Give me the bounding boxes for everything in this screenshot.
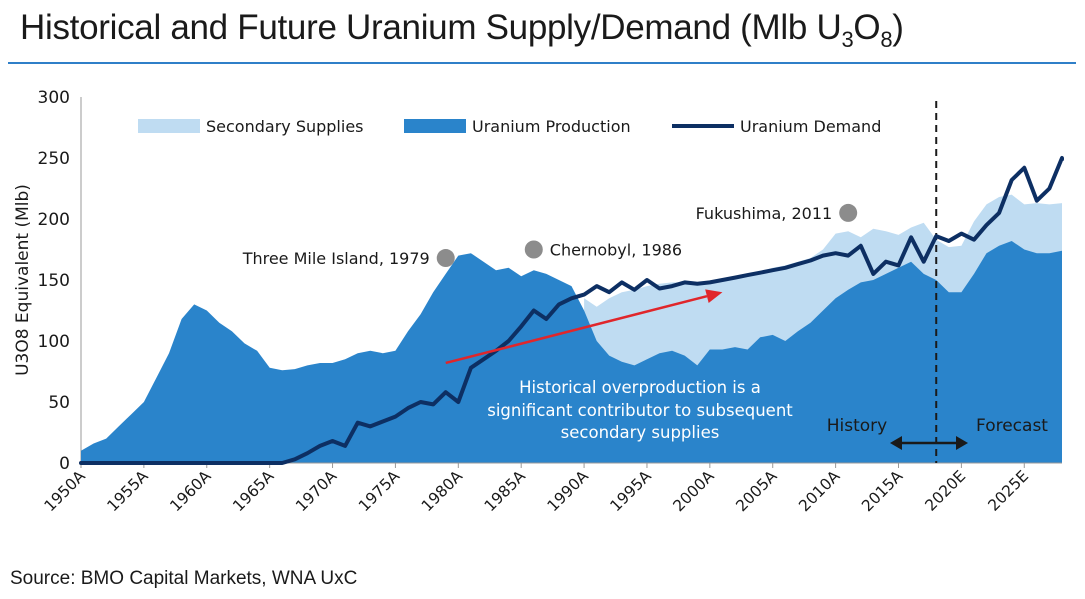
x-tick-label-2025E: 2025E xyxy=(985,467,1033,515)
event-marker-fukushima xyxy=(839,203,858,222)
uranium-production-area xyxy=(81,241,1062,463)
uranium-demand-line xyxy=(79,156,1064,465)
plot-areas xyxy=(81,194,1062,463)
y-tick-label-50: 50 xyxy=(48,393,70,413)
x-ticks: 1950A 1955A 1960A 1965A 1970A 1975A 1980A 1985A… xyxy=(41,463,1032,515)
legend-label-uranium-demand: Uranium Demand xyxy=(740,117,881,136)
x-tick-label-1975A: 1975A xyxy=(355,467,403,515)
forecast-label: Forecast xyxy=(976,416,1048,436)
y-axis: 0 50 100 150 200 250 300 U3O8 Equivalent (Mlb) xyxy=(13,88,82,474)
x-tick-label-1960A: 1960A xyxy=(166,467,214,515)
uranium-chart: 0 50 100 150 200 250 300 U3O8 Equivalent (Mlb)… xyxy=(13,88,1064,515)
x-tick-label-2005A: 2005A xyxy=(732,467,780,515)
source-note: Source: BMO Capital Markets, WNA UxC xyxy=(10,568,358,589)
x-tick-label-1950A: 1950A xyxy=(41,467,89,515)
trend-arrow-head xyxy=(705,289,723,303)
x-tick-label-2020E: 2020E xyxy=(922,467,970,515)
note-line-2: significant contributor to subsequent xyxy=(487,401,793,420)
y-tick-label-200: 200 xyxy=(38,210,70,230)
y-tick-label-250: 250 xyxy=(38,149,70,169)
x-tick-label-2000A: 2000A xyxy=(670,467,718,515)
x-tick-label-1965A: 1965A xyxy=(229,467,277,515)
legend-swatch-uranium-production xyxy=(404,119,466,133)
y-axis-label: U3O8 Equivalent (Mlb) xyxy=(13,184,33,376)
note-line-1: Historical overproduction is a xyxy=(519,378,761,397)
y-tick-label-0: 0 xyxy=(59,454,70,474)
legend-label-uranium-production: Uranium Production xyxy=(472,117,631,136)
x-tick-label-1985A: 1985A xyxy=(481,467,529,515)
x-tick-label-1970A: 1970A xyxy=(292,467,340,515)
y-tick-label-150: 150 xyxy=(38,271,70,291)
history-forecast-arrow xyxy=(890,436,968,450)
event-marker-three-mile-island xyxy=(436,249,455,268)
y-tick-label-100: 100 xyxy=(38,332,70,352)
legend: Secondary Supplies Uranium Production Ur… xyxy=(138,117,881,136)
trend-arrow xyxy=(445,289,723,365)
event-marker-chernobyl xyxy=(524,240,543,259)
trend-arrow-shaft xyxy=(445,294,708,365)
note-line-3: secondary supplies xyxy=(561,423,720,442)
title-underline xyxy=(8,62,1076,64)
chart-title: Historical and Future Uranium Supply/Dem… xyxy=(20,8,904,52)
y-ticks: 0 50 100 150 200 250 300 xyxy=(38,88,70,474)
event-label-fukushima: Fukushima, 2011 xyxy=(696,204,833,223)
x-tick-label-1995A: 1995A xyxy=(607,467,655,515)
event-label-chernobyl: Chernobyl, 1986 xyxy=(550,241,682,260)
x-tick-label-1990A: 1990A xyxy=(544,467,592,515)
event-label-three-mile-island: Three Mile Island, 1979 xyxy=(242,249,430,268)
legend-swatch-secondary-supplies xyxy=(138,119,200,133)
overproduction-note: Historical overproduction is a significa… xyxy=(487,378,793,442)
history-label: History xyxy=(827,416,887,436)
y-tick-label-300: 300 xyxy=(38,88,70,108)
x-tick-label-2015A: 2015A xyxy=(858,467,906,515)
x-tick-label-1980A: 1980A xyxy=(418,467,466,515)
x-tick-label-1955A: 1955A xyxy=(104,467,152,515)
event-markers: Three Mile Island, 1979 Chernobyl, 1986 … xyxy=(242,203,858,268)
x-tick-label-2010A: 2010A xyxy=(795,467,843,515)
legend-label-secondary-supplies: Secondary Supplies xyxy=(206,117,364,136)
